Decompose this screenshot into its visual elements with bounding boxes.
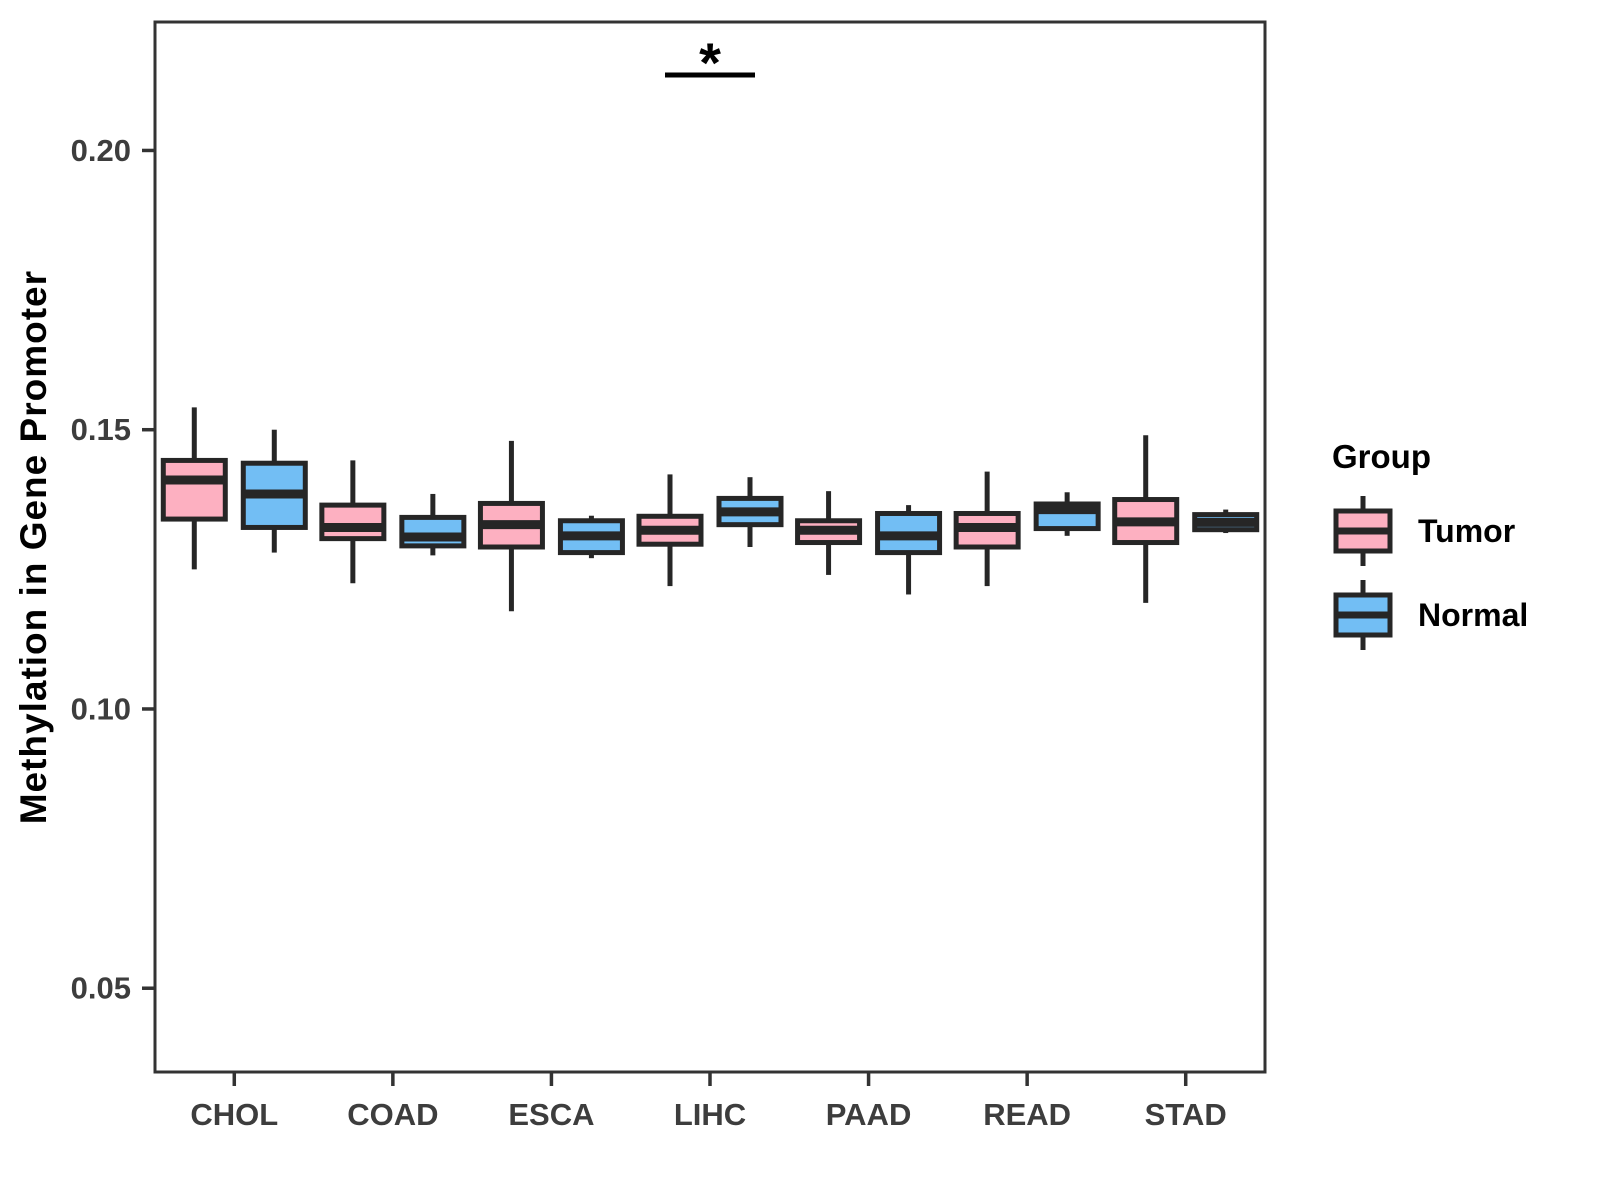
y-axis-title-wrap: Methylation in Gene Promoter bbox=[8, 22, 60, 1072]
tumor-box-coad bbox=[319, 502, 387, 542]
tumor-box-chol bbox=[160, 457, 228, 522]
legend-label-tumor: Tumor bbox=[1418, 512, 1516, 549]
legend-title: Group bbox=[1332, 438, 1431, 475]
y-tick-label: 0.15 bbox=[71, 412, 131, 447]
y-tick-label: 0.20 bbox=[71, 133, 131, 168]
x-tick-label: PAAD bbox=[826, 1097, 912, 1132]
y-axis-title: Methylation in Gene Promoter bbox=[13, 269, 54, 825]
y-tick-label: 0.10 bbox=[71, 691, 131, 726]
x-tick-label: STAD bbox=[1145, 1097, 1227, 1132]
y-tick-label: 0.05 bbox=[71, 971, 131, 1006]
legend-item-tumor[interactable]: Tumor bbox=[1330, 494, 1528, 568]
x-tick-label: LIHC bbox=[674, 1097, 746, 1132]
tumor-boxplot-glyph-icon bbox=[1333, 496, 1393, 566]
x-tick-label: READ bbox=[983, 1097, 1071, 1132]
x-tick-label: CHOL bbox=[190, 1097, 278, 1132]
x-tick-label: ESCA bbox=[508, 1097, 594, 1132]
significance-star: * bbox=[699, 31, 721, 94]
x-tick-label: COAD bbox=[347, 1097, 438, 1132]
normal-box-coad bbox=[399, 514, 467, 549]
legend-label-normal: Normal bbox=[1418, 596, 1529, 633]
legend: Group Tumor Normal bbox=[1330, 438, 1528, 662]
normal-boxplot-glyph-icon bbox=[1333, 580, 1393, 650]
plot-panel bbox=[153, 20, 1267, 1074]
legend-item-normal[interactable]: Normal bbox=[1330, 578, 1528, 652]
